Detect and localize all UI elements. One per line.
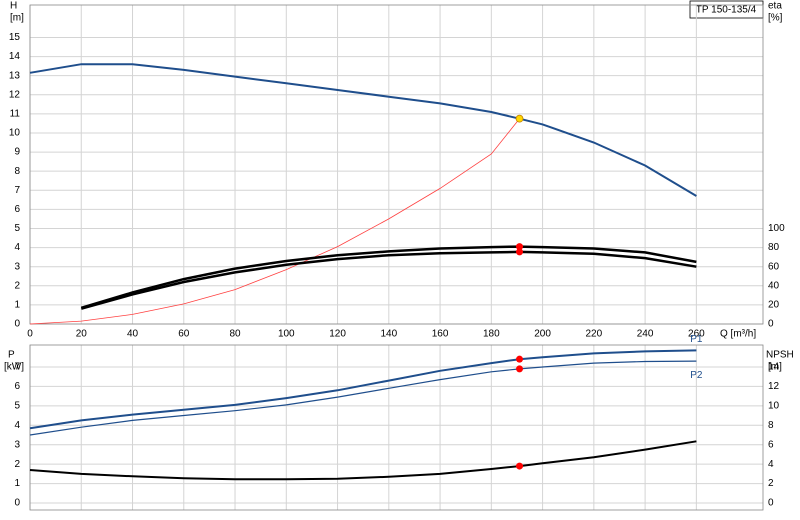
- chart-title: TP 150-135/4: [696, 5, 757, 16]
- operating-point: [516, 462, 524, 470]
- plot-frame: [29, 4, 764, 325]
- curve: [29, 63, 697, 197]
- curve: [29, 440, 697, 481]
- y2-tick-label: 60: [768, 261, 780, 272]
- operating-point: [516, 243, 524, 251]
- y2-tick-label: 40: [768, 280, 780, 291]
- y-tick-label: 12: [9, 89, 21, 100]
- operating-point: [516, 248, 524, 256]
- y-tick-label: 9: [14, 147, 20, 158]
- y-tick-label: 13: [9, 70, 21, 81]
- x-tick-label: 20: [76, 329, 88, 340]
- y2-axis-label: eta: [768, 1, 782, 12]
- x-tick-label: 260: [688, 329, 705, 340]
- y-tick-label: 6: [14, 381, 20, 392]
- operating-point: [516, 365, 524, 373]
- x-tick-label: 140: [380, 329, 397, 340]
- curve: [80, 250, 697, 310]
- y-tick-label: 7: [14, 185, 20, 196]
- curve: [80, 245, 697, 309]
- y-tick-label: 8: [14, 166, 20, 177]
- curve: [29, 360, 697, 436]
- y-tick-label: 1: [14, 300, 20, 311]
- x-tick-label: 0: [27, 329, 33, 340]
- operating-point: [515, 114, 524, 123]
- y2-tick-label: 100: [768, 223, 785, 234]
- series-label: P2: [690, 370, 703, 381]
- x-tick-label: 80: [229, 329, 241, 340]
- y2-axis-label: NPSH: [766, 350, 794, 361]
- x-tick-label: 100: [278, 329, 295, 340]
- x-tick-label: 220: [586, 329, 603, 340]
- y-axis-label: P: [8, 350, 15, 361]
- y-axis-unit: [m]: [10, 13, 24, 24]
- y-tick-label: 15: [9, 32, 21, 43]
- y2-tick-label: 6: [768, 439, 774, 450]
- y-axis-label: H: [10, 1, 17, 12]
- x-tick-label: 160: [432, 329, 449, 340]
- y-tick-label: 0: [14, 319, 20, 330]
- y2-tick-label: 8: [768, 420, 774, 431]
- series-label: P1: [690, 334, 703, 345]
- y2-tick-label: 20: [768, 300, 780, 311]
- y-tick-label: 5: [14, 223, 20, 234]
- y-tick-label: 6: [14, 204, 20, 215]
- y2-tick-label: 2: [768, 478, 774, 489]
- operating-point: [516, 355, 524, 363]
- y-tick-label: 4: [14, 242, 20, 253]
- y-tick-label: 3: [14, 261, 20, 272]
- x-tick-label: 120: [329, 329, 346, 340]
- x-tick-label: 200: [534, 329, 551, 340]
- y-tick-label: 10: [9, 128, 21, 139]
- y2-tick-label: 80: [768, 242, 780, 253]
- y2-tick-label: 0: [768, 319, 774, 330]
- y2-tick-label: 10: [768, 400, 780, 411]
- y-tick-label: 5: [14, 400, 20, 411]
- y-tick-label: 7: [14, 362, 20, 373]
- y2-tick-label: 12: [768, 381, 780, 392]
- y-tick-label: 0: [14, 498, 20, 509]
- x-tick-label: 40: [127, 329, 139, 340]
- y2-axis-unit: [m]: [768, 362, 782, 373]
- curve: [29, 349, 697, 430]
- y2-tick-label: 4: [768, 459, 774, 470]
- y-axis-unit: [kW]: [4, 362, 24, 373]
- y2-tick-label: 0: [768, 498, 774, 509]
- x-tick-label: 180: [483, 329, 500, 340]
- y-tick-label: 1: [14, 478, 20, 489]
- y-tick-label: 2: [14, 280, 20, 291]
- y-tick-label: 11: [10, 109, 21, 120]
- curve: [29, 118, 520, 325]
- x-tick-label: 240: [637, 329, 654, 340]
- y-tick-label: 2: [14, 459, 20, 470]
- y2-axis-unit: [%]: [768, 13, 783, 24]
- y-tick-label: 3: [14, 439, 20, 450]
- y-tick-label: 4: [14, 420, 20, 431]
- x-tick-label: 60: [178, 329, 190, 340]
- x-axis-label: Q [m³/h]: [720, 329, 756, 340]
- y-tick-label: 14: [9, 51, 21, 62]
- y2-tick-label: 14: [768, 362, 780, 373]
